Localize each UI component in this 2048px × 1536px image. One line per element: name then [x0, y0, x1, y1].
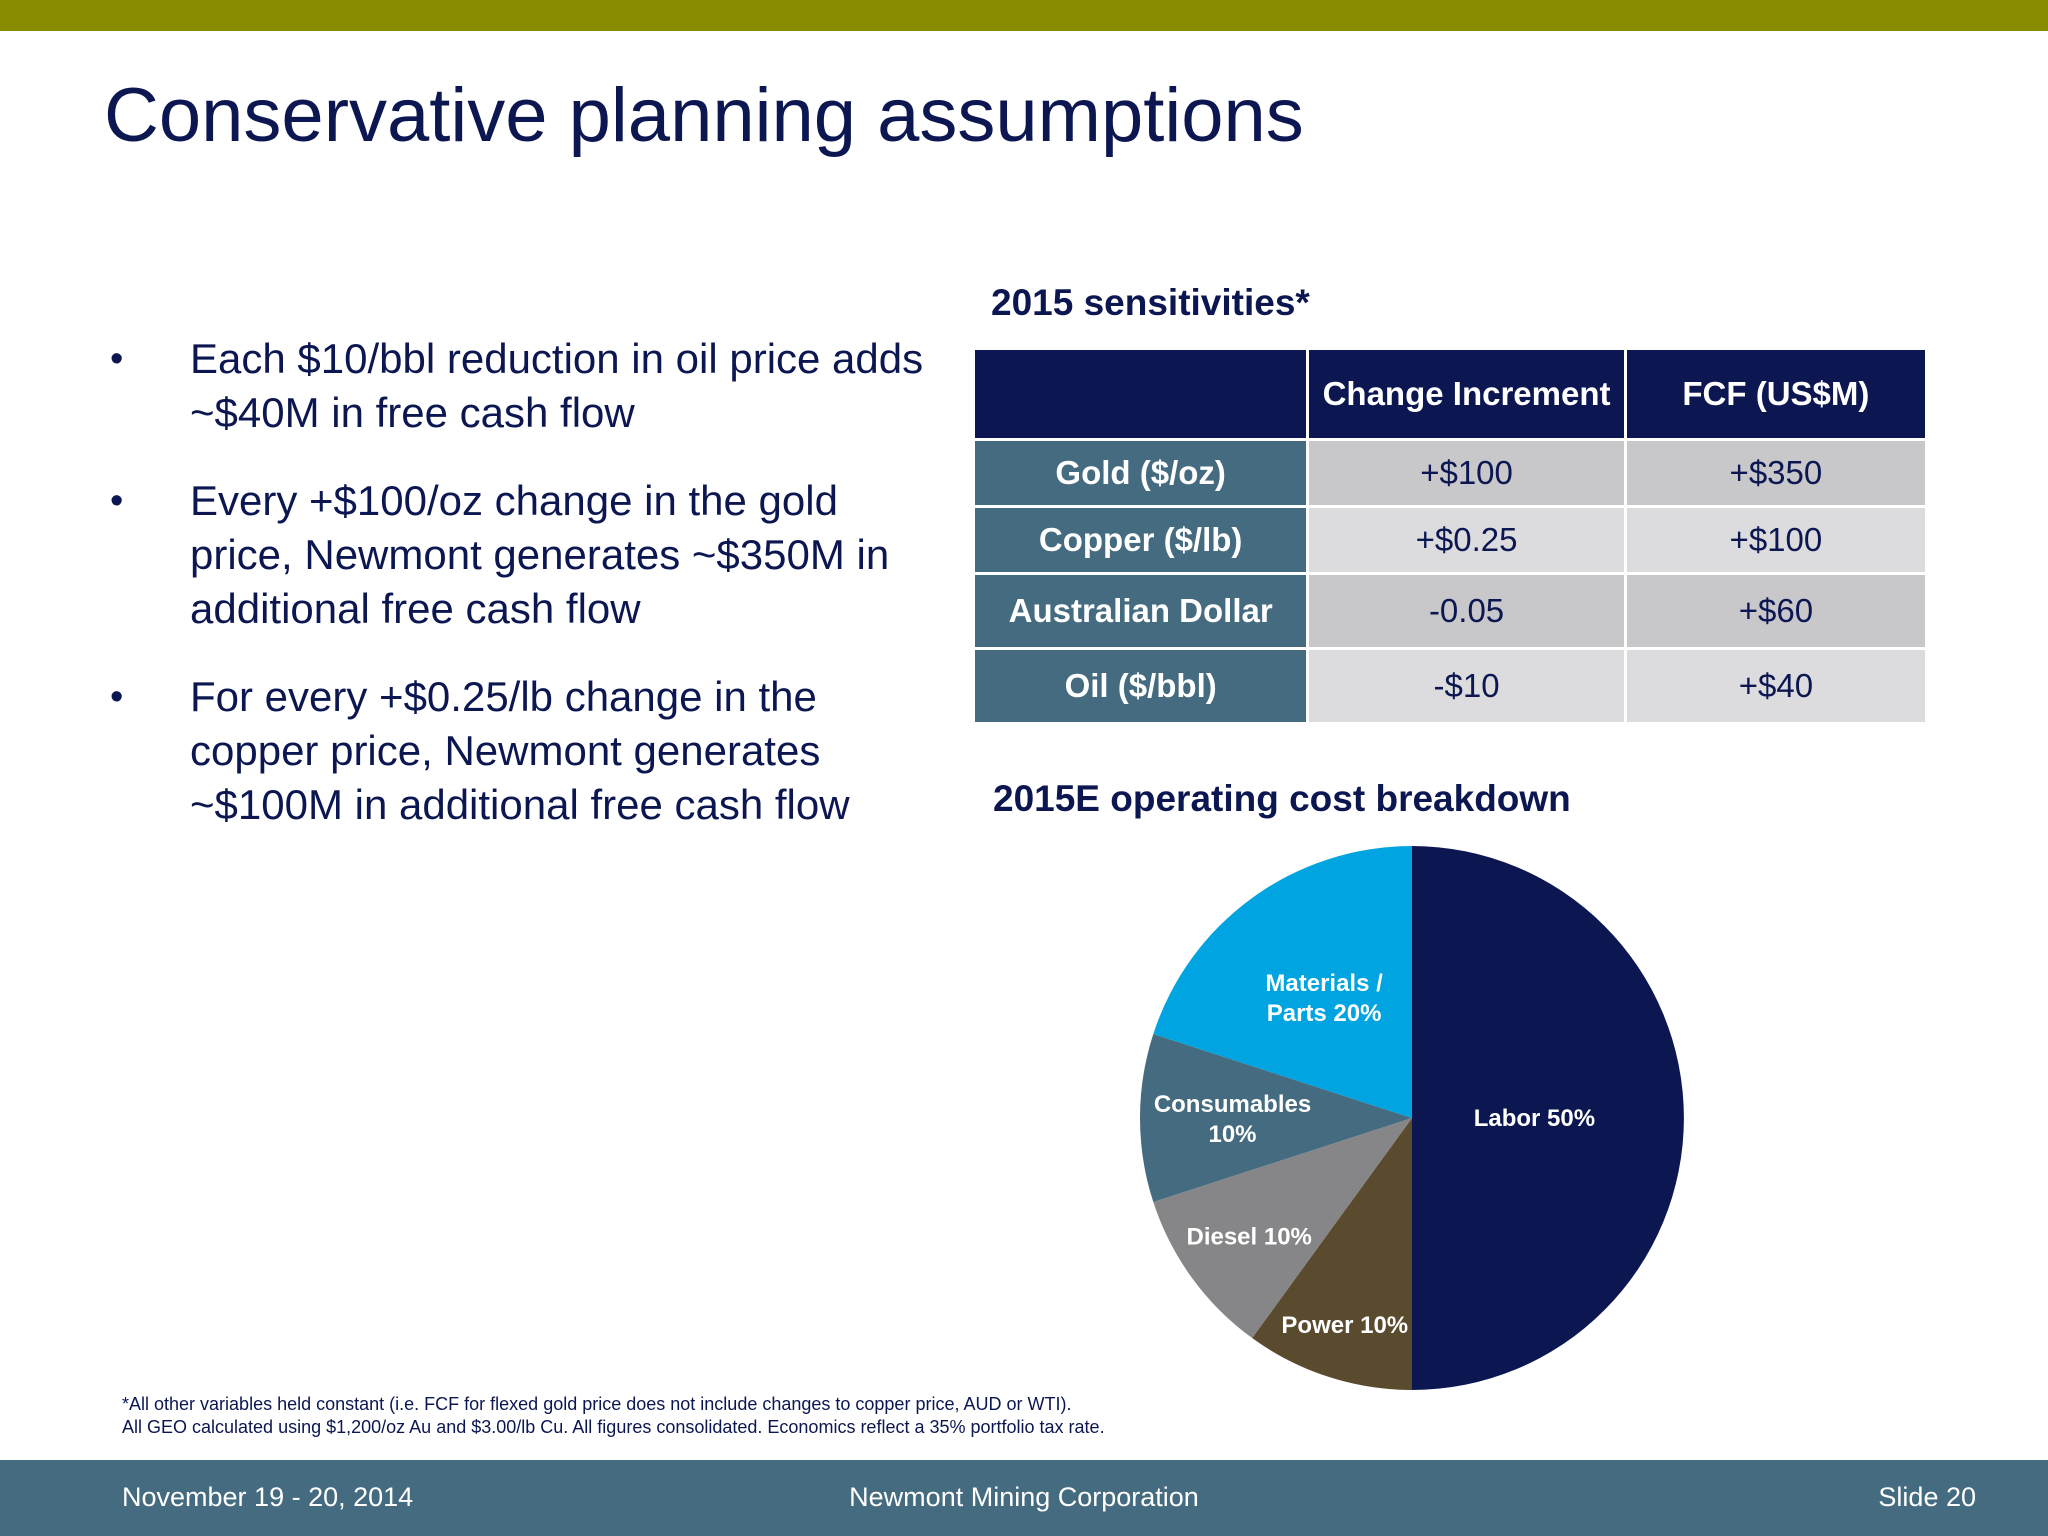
footer-company: Newmont Mining Corporation	[849, 1482, 1199, 1512]
operating-cost-pie-chart: Labor 50% Power 10% Diesel 10% Consumables 1…	[1139, 846, 1684, 1390]
pie-slice-consumables	[1139, 1033, 1412, 1203]
bullet-dot: •	[110, 338, 124, 380]
footer-bar: November 19 - 20, 2014 Newmont Mining Co…	[0, 1460, 2048, 1536]
row-label: Gold ($/oz)	[975, 441, 1307, 505]
footer-slide-number: Slide 20	[1878, 1482, 1976, 1512]
fcf-cell: +$350	[1626, 441, 1925, 505]
change-cell: -$10	[1309, 650, 1624, 722]
fcf-cell: +$40	[1626, 650, 1925, 722]
bullet-dot: •	[110, 480, 124, 522]
row-label: Oil ($/bbl)	[975, 650, 1307, 722]
bullet-text: For every +$0.25/lb change in the copper…	[190, 673, 850, 828]
pie-label-power: Power 10%	[1281, 1312, 1408, 1339]
pie-chart-title: 2015E operating cost breakdown	[993, 778, 1571, 819]
bullet-item: • Every +$100/oz change in the gold price…	[110, 474, 940, 636]
sensitivities-title: 2015 sensitivities*	[991, 282, 1310, 323]
fcf-cell: +$60	[1626, 575, 1925, 647]
pie-label-diesel: Diesel 10%	[1186, 1223, 1311, 1250]
row-label: Australian Dollar	[975, 575, 1307, 647]
bullet-dot: •	[110, 676, 124, 718]
table-row: Australian Dollar -0.05 +$60	[975, 575, 1925, 647]
footnote-line: All GEO calculated using $1,200/oz Au an…	[122, 1417, 1105, 1437]
bullet-item: • Each $10/bbl reduction in oil price add…	[110, 332, 940, 440]
pie-label-labor: Labor 50%	[1474, 1105, 1595, 1132]
change-cell: +$0.25	[1309, 508, 1624, 572]
pie-slice-labor	[1412, 846, 1684, 1390]
pie-label-materials-parts: Materials / Parts 20%	[1265, 970, 1383, 1027]
pie-slice-power	[1252, 1118, 1412, 1390]
pie-slice-materials-parts	[1153, 846, 1412, 1118]
slide-title: Conservative planning assumptions	[104, 73, 1304, 158]
fcf-cell: +$100	[1626, 508, 1925, 572]
header-change-increment: Change Increment	[1309, 350, 1624, 438]
table-row: Gold ($/oz) +$100 +$350	[975, 441, 1925, 505]
row-label: Copper ($/lb)	[975, 508, 1307, 572]
footnote: *All other variables held constant (i.e.…	[122, 1393, 1105, 1439]
bullet-item: • For every +$0.25/lb change in the coppe…	[110, 670, 940, 832]
bullet-text: Every +$100/oz change in the gold price,…	[190, 477, 890, 632]
bullet-text: Each $10/bbl reduction in oil price adds…	[190, 335, 924, 436]
footer-date: November 19 - 20, 2014	[122, 1482, 414, 1512]
header-blank	[975, 350, 1307, 438]
table-row: Copper ($/lb) +$0.25 +$100	[975, 508, 1925, 572]
sensitivities-table: Change Increment FCF (US$M) Gold ($/oz) …	[972, 347, 1928, 725]
change-cell: +$100	[1309, 441, 1624, 505]
table-header-row: Change Increment FCF (US$M)	[975, 350, 1925, 438]
pie-slice-diesel	[1153, 1118, 1412, 1339]
table-row: Oil ($/bbl) -$10 +$40	[975, 650, 1925, 722]
header-fcf: FCF (US$M)	[1626, 350, 1925, 438]
top-accent-bar	[0, 0, 2048, 31]
pie-label-consumables: Consumables 10%	[1154, 1091, 1311, 1148]
bullet-list: • Each $10/bbl reduction in oil price add…	[110, 332, 940, 866]
change-cell: -0.05	[1309, 575, 1624, 647]
footnote-line: *All other variables held constant (i.e.…	[122, 1394, 1072, 1414]
